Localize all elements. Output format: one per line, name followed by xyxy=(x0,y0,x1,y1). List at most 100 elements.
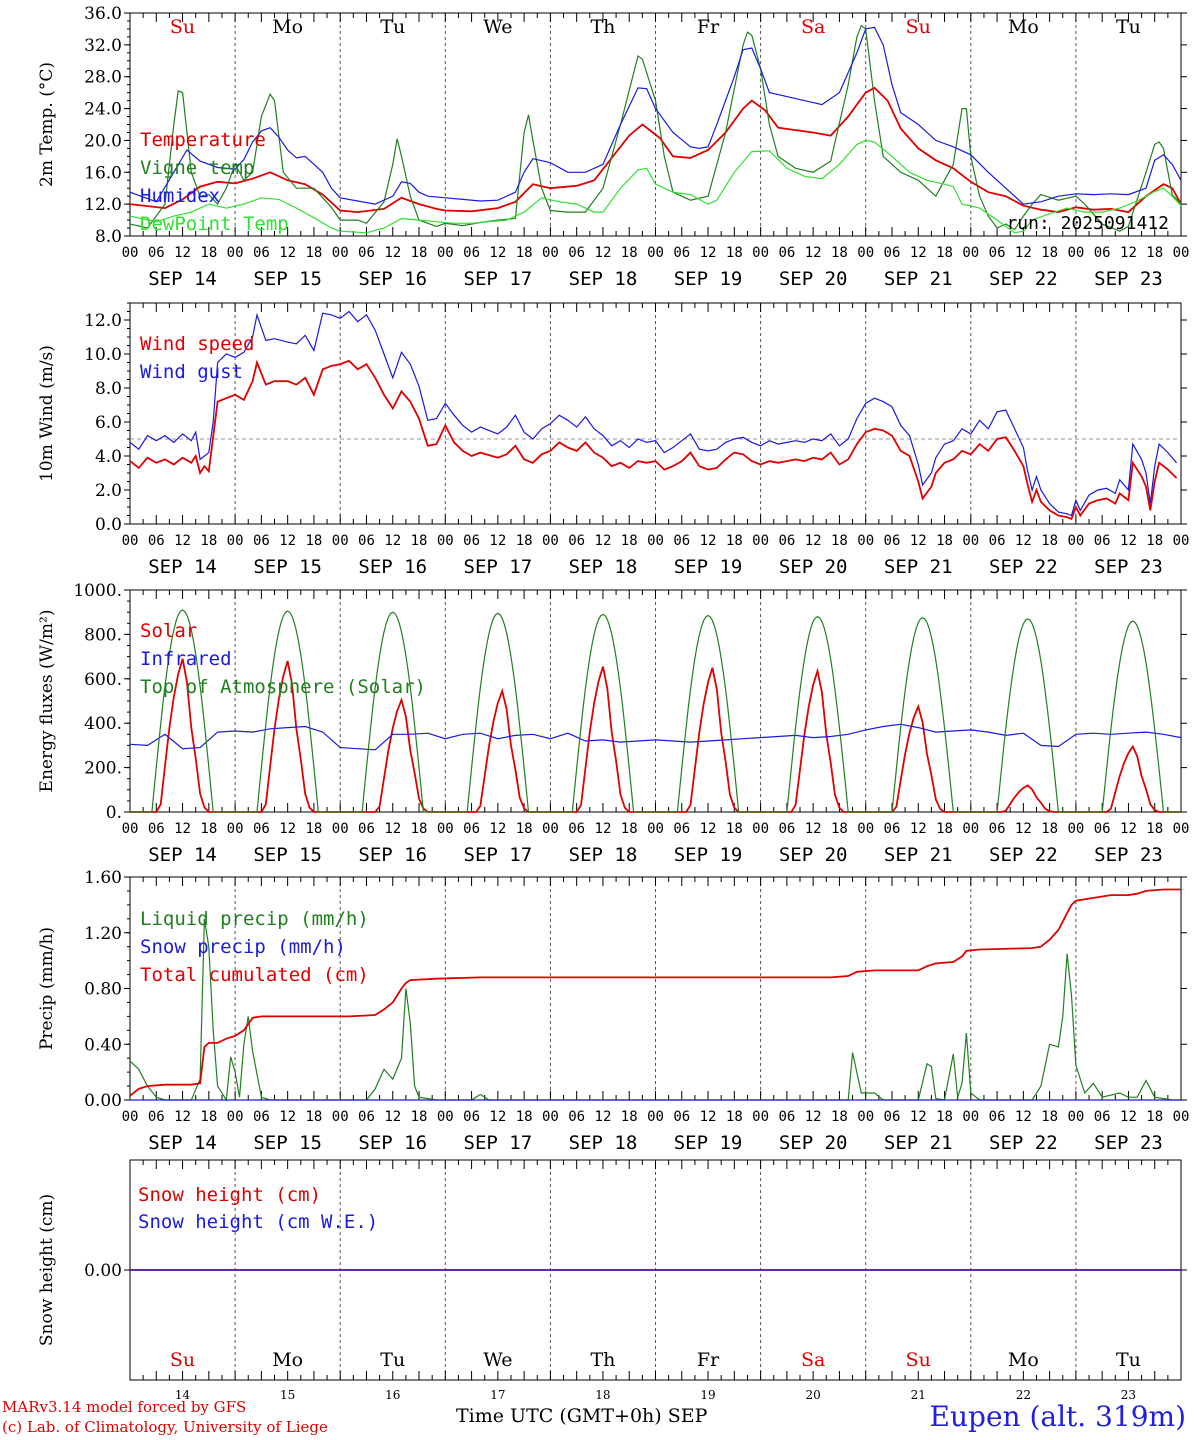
weekday-label: Tu xyxy=(1116,1349,1141,1371)
hour-label: 06 xyxy=(884,533,901,549)
date-label: SEP 17 xyxy=(464,268,533,290)
hour-label: 00 xyxy=(962,1109,979,1125)
hour-label: 06 xyxy=(673,821,690,837)
hour-label: 00 xyxy=(752,533,769,549)
hour-label: 12 xyxy=(595,1109,612,1125)
date-label: SEP 23 xyxy=(1094,268,1163,290)
y-tick-label: 4.0 xyxy=(95,447,122,467)
hour-label: 06 xyxy=(253,821,270,837)
hour-label: 12 xyxy=(174,1109,191,1125)
hour-label: 12 xyxy=(174,245,191,261)
y-tick-label: 0.0 xyxy=(95,515,122,535)
hour-label: 18 xyxy=(621,1109,638,1125)
day-number-label: 23 xyxy=(1121,1388,1136,1402)
hour-label: 00 xyxy=(332,821,349,837)
hour-label: 18 xyxy=(726,821,743,837)
date-label: SEP 22 xyxy=(989,844,1058,866)
legend-entry: Snow precip (mm/h) xyxy=(140,936,346,958)
date-label: SEP 21 xyxy=(884,268,953,290)
hour-label: 18 xyxy=(936,245,953,261)
hour-label: 00 xyxy=(542,821,559,837)
weekday-label: Su xyxy=(170,16,195,38)
y-tick-label: 6.0 xyxy=(95,413,122,433)
y-tick-label: 16.0 xyxy=(84,163,122,183)
hour-label: 18 xyxy=(411,245,428,261)
hour-label: 00 xyxy=(1067,245,1084,261)
day-number-label: 20 xyxy=(806,1388,821,1402)
weekday-label: Su xyxy=(906,16,931,38)
hour-label: 12 xyxy=(805,245,822,261)
day-number-label: 19 xyxy=(700,1388,715,1402)
hour-label: 18 xyxy=(1146,533,1163,549)
hour-label: 06 xyxy=(253,533,270,549)
hour-label: 06 xyxy=(1094,533,1111,549)
hour-label: 12 xyxy=(1015,1109,1032,1125)
y-tick-label: 200. xyxy=(84,759,122,779)
hour-label: 12 xyxy=(1015,821,1032,837)
series-line-total-cumulated-cm- xyxy=(129,888,1181,1097)
day-number-label: 18 xyxy=(595,1388,610,1402)
weekday-label: Th xyxy=(590,1349,615,1371)
hour-label: 00 xyxy=(227,1109,244,1125)
hour-label: 18 xyxy=(305,533,322,549)
date-label: SEP 19 xyxy=(674,268,743,290)
weekday-label: Fr xyxy=(697,1349,720,1371)
day-number-label: 21 xyxy=(911,1388,926,1402)
date-label: SEP 20 xyxy=(779,268,848,290)
series-line-humidex xyxy=(129,26,1182,205)
hour-label: 00 xyxy=(122,245,139,261)
hour-label: 06 xyxy=(884,821,901,837)
hour-label: 18 xyxy=(305,245,322,261)
hour-label: 00 xyxy=(1067,1109,1084,1125)
time-axis-label: Time UTC (GMT+0h) SEP xyxy=(456,1405,708,1427)
hour-label: 18 xyxy=(726,533,743,549)
series-line-vigne-temp xyxy=(129,24,1182,232)
hour-label: 12 xyxy=(805,1109,822,1125)
hour-label: 00 xyxy=(227,245,244,261)
y-tick-label: 10.0 xyxy=(84,345,122,365)
date-label: SEP 22 xyxy=(989,1132,1058,1154)
hour-label: 00 xyxy=(647,245,664,261)
hour-label: 18 xyxy=(831,245,848,261)
hour-label: 06 xyxy=(148,533,165,549)
hour-label: 12 xyxy=(700,821,717,837)
hour-label: 12 xyxy=(805,821,822,837)
hour-label: 00 xyxy=(962,821,979,837)
y-tick-label: 12.0 xyxy=(84,311,122,331)
hour-label: 06 xyxy=(358,533,375,549)
hour-label: 06 xyxy=(884,245,901,261)
y-tick-label: 20.0 xyxy=(84,131,122,151)
hour-label: 06 xyxy=(253,245,270,261)
y-tick-label: 0.00 xyxy=(84,1091,122,1111)
hour-label: 00 xyxy=(122,533,139,549)
hour-label: 12 xyxy=(805,533,822,549)
hour-label: 18 xyxy=(831,1109,848,1125)
hour-label: 12 xyxy=(489,821,506,837)
hour-label: 12 xyxy=(489,1109,506,1125)
hour-label: 12 xyxy=(1120,245,1137,261)
y-axis-label: Snow height (cm) xyxy=(37,1194,57,1346)
weekday-label: Tu xyxy=(380,16,405,38)
hour-label: 00 xyxy=(332,533,349,549)
hour-label: 06 xyxy=(884,1109,901,1125)
hour-label: 00 xyxy=(332,245,349,261)
hour-label: 06 xyxy=(148,245,165,261)
hour-label: 12 xyxy=(384,245,401,261)
y-tick-label: 8.0 xyxy=(95,227,122,247)
panel-frame xyxy=(129,12,1182,237)
legend-entry: Temperature xyxy=(140,129,266,151)
day-number-label: 22 xyxy=(1016,1388,1031,1402)
date-label: SEP 15 xyxy=(253,268,322,290)
date-label: SEP 18 xyxy=(569,844,638,866)
hour-label: 00 xyxy=(437,1109,454,1125)
date-label: SEP 15 xyxy=(253,1132,322,1154)
y-tick-label: 0. xyxy=(106,803,122,823)
hour-label: 00 xyxy=(857,245,874,261)
hour-label: 18 xyxy=(1146,821,1163,837)
date-label: SEP 16 xyxy=(358,556,427,578)
hour-label: 18 xyxy=(516,533,533,549)
hour-label: 18 xyxy=(831,821,848,837)
legend-entry: Vigne temp xyxy=(140,157,254,179)
hour-label: 06 xyxy=(778,821,795,837)
